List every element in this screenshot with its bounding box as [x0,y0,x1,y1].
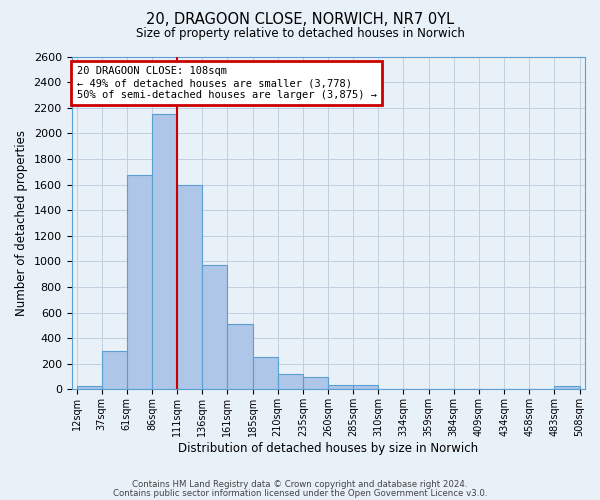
Bar [479,389,504,390]
Bar [428,389,454,390]
Text: Contains HM Land Registry data © Crown copyright and database right 2024.: Contains HM Land Registry data © Crown c… [132,480,468,489]
Bar [353,385,379,390]
Bar [177,184,202,390]
Y-axis label: Number of detached properties: Number of detached properties [15,130,28,316]
Bar [152,114,177,390]
Bar [554,386,580,390]
Text: Contains public sector information licensed under the Open Government Licence v3: Contains public sector information licen… [113,489,487,498]
Bar [403,389,428,390]
Bar [529,389,554,390]
Text: 20, DRAGOON CLOSE, NORWICH, NR7 0YL: 20, DRAGOON CLOSE, NORWICH, NR7 0YL [146,12,454,28]
Text: Size of property relative to detached houses in Norwich: Size of property relative to detached ho… [136,28,464,40]
Bar [127,175,152,390]
Bar [454,389,479,390]
Bar [379,389,403,390]
Bar [328,385,353,390]
Bar [227,324,253,390]
Bar [202,264,227,390]
Bar [253,357,278,390]
Bar [504,389,529,390]
Bar [102,351,127,390]
Text: 20 DRAGOON CLOSE: 108sqm
← 49% of detached houses are smaller (3,778)
50% of sem: 20 DRAGOON CLOSE: 108sqm ← 49% of detach… [77,66,377,100]
X-axis label: Distribution of detached houses by size in Norwich: Distribution of detached houses by size … [178,442,478,455]
Bar [77,386,102,390]
Bar [303,376,328,390]
Bar [278,374,303,390]
